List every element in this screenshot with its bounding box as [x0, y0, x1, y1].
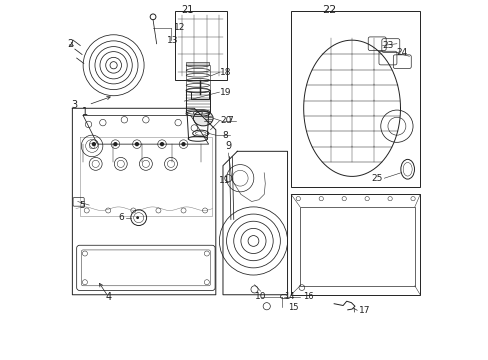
- Circle shape: [113, 142, 117, 146]
- Text: 12: 12: [174, 23, 185, 32]
- Text: 5: 5: [79, 201, 85, 210]
- Text: 24: 24: [396, 48, 407, 57]
- Text: 8: 8: [222, 131, 227, 140]
- Text: 4: 4: [105, 292, 111, 302]
- Circle shape: [160, 142, 164, 146]
- Circle shape: [135, 142, 139, 146]
- Text: 7: 7: [227, 116, 233, 125]
- Text: 18: 18: [220, 68, 231, 77]
- Text: 15: 15: [287, 303, 298, 312]
- Text: 6: 6: [118, 213, 123, 222]
- Text: 13: 13: [167, 36, 178, 45]
- Circle shape: [92, 142, 96, 146]
- Text: 9: 9: [225, 141, 231, 151]
- Text: 16: 16: [302, 292, 313, 301]
- Bar: [186, 62, 209, 65]
- Circle shape: [136, 216, 139, 219]
- Text: 25: 25: [371, 174, 382, 183]
- Text: 1: 1: [81, 107, 88, 117]
- Text: 22: 22: [321, 5, 335, 15]
- Bar: [290, 194, 419, 295]
- Text: 17: 17: [358, 306, 369, 315]
- Text: 11: 11: [219, 176, 230, 185]
- Text: 14: 14: [284, 292, 294, 301]
- Ellipse shape: [193, 111, 213, 126]
- Text: 23: 23: [382, 41, 393, 50]
- Bar: [300, 207, 414, 286]
- Bar: [174, 12, 226, 80]
- Circle shape: [181, 142, 185, 146]
- Text: 2: 2: [67, 39, 74, 49]
- Text: 19: 19: [220, 87, 231, 96]
- Bar: [290, 12, 419, 187]
- Text: 21: 21: [181, 5, 193, 15]
- Text: 20: 20: [220, 116, 231, 125]
- Text: 3: 3: [71, 100, 77, 110]
- Text: 10: 10: [254, 292, 266, 301]
